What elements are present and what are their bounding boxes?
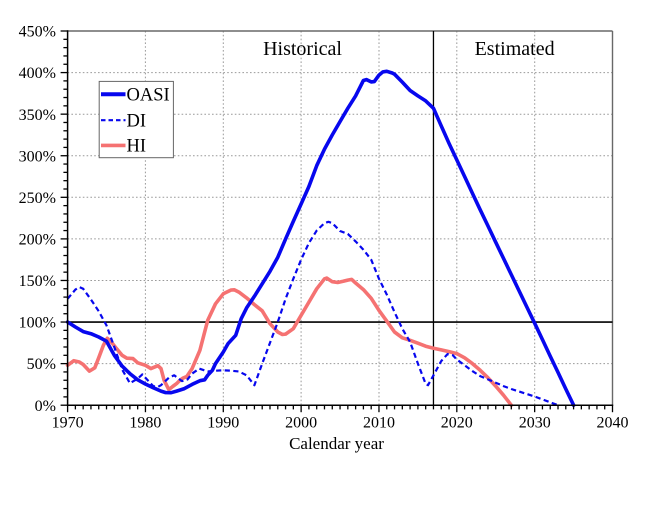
svg-text:250%: 250%	[19, 190, 56, 207]
svg-text:100%: 100%	[19, 315, 56, 332]
svg-text:50%: 50%	[27, 356, 56, 373]
svg-text:350%: 350%	[19, 107, 56, 124]
svg-text:2030: 2030	[519, 415, 551, 432]
svg-text:DI: DI	[127, 112, 147, 132]
svg-text:200%: 200%	[19, 232, 56, 249]
svg-text:150%: 150%	[19, 273, 56, 290]
svg-text:1970: 1970	[52, 415, 84, 432]
svg-text:Estimated: Estimated	[475, 38, 555, 60]
svg-text:300%: 300%	[19, 148, 56, 165]
svg-text:Historical: Historical	[263, 38, 342, 60]
svg-text:2040: 2040	[597, 415, 629, 432]
svg-text:2010: 2010	[363, 415, 395, 432]
svg-text:2020: 2020	[441, 415, 473, 432]
svg-text:Calendar year: Calendar year	[289, 434, 384, 453]
svg-text:OASI: OASI	[127, 86, 170, 106]
svg-text:400%: 400%	[19, 65, 56, 82]
svg-text:2000: 2000	[285, 415, 317, 432]
svg-text:HI: HI	[127, 137, 147, 157]
svg-text:0%: 0%	[35, 398, 56, 415]
svg-text:1980: 1980	[129, 415, 161, 432]
svg-text:450%: 450%	[19, 24, 56, 41]
svg-text:1990: 1990	[207, 415, 239, 432]
